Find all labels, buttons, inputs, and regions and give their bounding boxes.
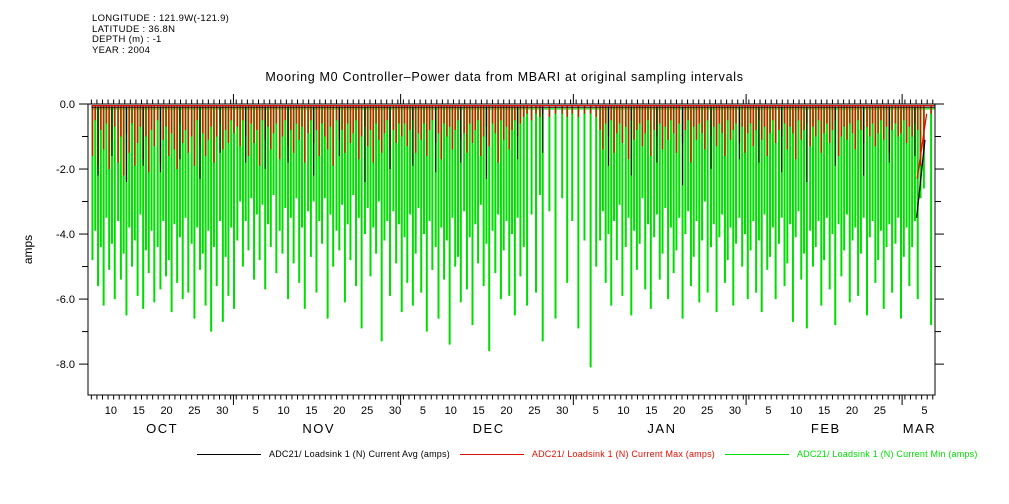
x-month-label-nov: NOV [302, 421, 335, 436]
x-day-label: 30 [216, 405, 228, 417]
legend-line-min [724, 453, 789, 455]
x-day-label: 5 [593, 405, 599, 417]
x-day-label: 5 [420, 405, 426, 417]
y-axis-title: amps [21, 235, 35, 264]
x-day-label: 20 [673, 405, 685, 417]
y-tick-label: 0.0 [60, 99, 75, 111]
x-day-label: 15 [472, 405, 484, 417]
legend-line-max [459, 453, 524, 455]
x-day-label: 20 [333, 405, 345, 417]
x-month-label-feb: FEB [811, 421, 841, 436]
legend-label-min: ADC21/ Loadsink 1 (N) Current Min (amps) [796, 449, 978, 459]
x-month-label-jan: JAN [647, 421, 676, 436]
x-day-label: 5 [253, 405, 259, 417]
x-day-label: 20 [500, 405, 512, 417]
x-month-label-dec: DEC [473, 421, 505, 436]
x-day-label: 20 [160, 405, 172, 417]
legend-line-avg [197, 453, 261, 455]
x-day-label: 10 [277, 405, 289, 417]
x-day-label: 10 [617, 405, 629, 417]
x-day-label: 25 [361, 405, 373, 417]
series-max-current [91, 105, 935, 176]
x-day-label: 20 [846, 405, 858, 417]
x-day-label: 25 [188, 405, 200, 417]
station-metadata: LONGITUDE : 121.9W(-121.9) LATITUDE : 36… [92, 13, 230, 56]
plot-frame [87, 103, 936, 396]
y-tick-label: -8.0 [56, 359, 75, 371]
y-tick-label: -6.0 [56, 294, 75, 306]
x-month-label-mar: MAR [903, 421, 936, 436]
meta-latitude: LATITUDE : 36.8N [92, 23, 176, 35]
meta-longitude: LONGITUDE : 121.9W(-121.9) [92, 13, 230, 24]
x-day-label: 30 [389, 405, 401, 417]
axes: 0.0 -2.0 -4.0 -6.0 -8.0 10 15 20 25 30 5 10 15 20 25 30… [21, 94, 944, 436]
tail-line-avg [915, 139, 926, 218]
y-tick-label: -4.0 [56, 229, 75, 241]
x-day-label: 15 [305, 405, 317, 417]
chart-legend: ADC21/ Loadsink 1 (N) Current Avg (amps)… [197, 449, 988, 459]
x-day-label: 10 [445, 405, 457, 417]
chart-title: Mooring M0 Controller–Power data from MB… [265, 70, 744, 84]
x-day-label: 5 [921, 405, 927, 417]
series-min-current [91, 108, 935, 368]
x-day-label: 10 [790, 405, 802, 417]
x-day-label: 15 [133, 405, 145, 417]
x-day-label: 25 [701, 405, 713, 417]
series-avg-current [91, 106, 935, 186]
x-month-label-oct: OCT [146, 421, 178, 436]
meta-depth: DEPTH (m) : -1 [92, 34, 162, 45]
y-tick-label: -2.0 [56, 164, 75, 176]
tail-line-max [916, 113, 928, 179]
x-day-label: 5 [765, 405, 771, 417]
legend-label-max: ADC21/ Loadsink 1 (N) Current Max (amps) [531, 449, 715, 459]
legend-label-avg: ADC21/ Loadsink 1 (N) Current Avg (amps) [269, 449, 450, 459]
x-day-label: 15 [818, 405, 830, 417]
x-day-label: 30 [729, 405, 741, 417]
x-day-label: 30 [556, 405, 568, 417]
meta-year: YEAR : 2004 [92, 44, 151, 56]
x-day-label: 25 [874, 405, 886, 417]
x-day-label: 25 [528, 405, 540, 417]
x-day-label: 15 [645, 405, 657, 417]
x-day-label: 10 [105, 405, 117, 417]
